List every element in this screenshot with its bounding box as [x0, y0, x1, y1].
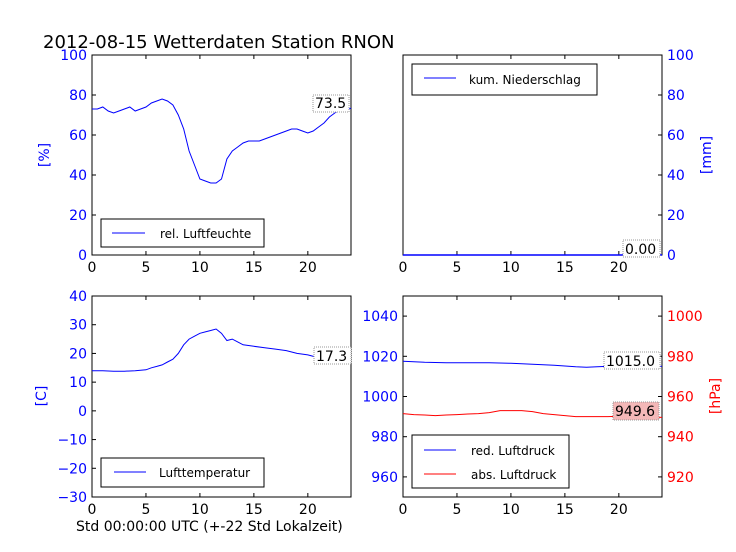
last-value-label: 73.5: [312, 94, 350, 113]
y-tick-label: 920: [667, 470, 694, 486]
x-tick-label: 10: [502, 260, 520, 276]
y-tick-label: 1000: [362, 390, 398, 406]
x-tick-label: 15: [556, 260, 574, 276]
legend-label: Lufttemperatur: [159, 466, 250, 480]
y-tick-label: 1020: [362, 349, 398, 365]
y-tick-label: 980: [667, 349, 694, 365]
panel-temperature: 0 5 10 15 20 −30 −20 −10 0 10 20 30 40 [C] 17.3 Luft…: [34, 289, 352, 535]
legend-label: kum. Niederschlag: [469, 73, 581, 87]
x-tick-label: 5: [452, 502, 461, 518]
svg-text:1015.0: 1015.0: [606, 354, 655, 370]
y-tick-label: 30: [69, 318, 87, 334]
last-value-label: 0.00: [622, 239, 661, 258]
legend-label: abs. Luftdruck: [471, 468, 556, 482]
x-tick-label: 0: [399, 502, 408, 518]
x-tick-label: 5: [452, 260, 461, 276]
last-value-label: 17.3: [313, 346, 352, 365]
x-tick-label: 15: [245, 260, 263, 276]
plot-frame: [91, 295, 352, 498]
x-axis-label: Std 00:00:00 UTC (+-22 Std Lokalzeit): [76, 519, 343, 535]
y-tick-label: 940: [667, 430, 694, 446]
y-tick-label: 980: [371, 430, 398, 446]
y-tick-label: 100: [667, 48, 694, 64]
x-tick-label: 10: [502, 502, 520, 518]
svg-text:17.3: 17.3: [316, 349, 347, 365]
x-tick-label: 15: [245, 502, 263, 518]
y-tick-label: 100: [60, 48, 87, 64]
y-tick-label: −10: [57, 433, 87, 449]
y-tick-label: 40: [69, 168, 87, 184]
y-tick-label: 960: [667, 390, 694, 406]
humidity-line: [92, 98, 352, 184]
y-tick-label: 0: [78, 404, 87, 420]
svg-text:949.6: 949.6: [615, 404, 655, 420]
svg-text:73.5: 73.5: [315, 96, 346, 112]
y-tick-label: −30: [57, 490, 87, 506]
legend: Lufttemperatur: [100, 457, 265, 488]
y-axis-label: [mm]: [699, 136, 715, 174]
last-value-label-reduced: 1015.0: [603, 351, 661, 370]
y-tick-label: 1040: [362, 309, 398, 325]
y-tick-label: 60: [69, 128, 87, 144]
panel-pressure: 0 5 10 15 20 960 980 1000 1020 1040 920 940 960 980 10…: [362, 295, 724, 518]
y-tick-label: 80: [667, 88, 685, 104]
y-tick-label: 1000: [667, 309, 703, 325]
plot-frame: [91, 54, 352, 256]
y-tick-label: 0: [667, 248, 676, 264]
y-tick-label: 60: [667, 128, 685, 144]
temperature-line: [92, 328, 352, 372]
legend: rel. Luftfeuchte: [100, 218, 265, 248]
x-tick-label: 0: [399, 260, 408, 276]
legend-label: red. Luftdruck: [471, 444, 555, 458]
x-tick-label: 5: [141, 502, 150, 518]
y-tick-label: 40: [69, 289, 87, 305]
y-tick-label: 20: [69, 346, 87, 362]
x-tick-label: 0: [88, 502, 97, 518]
x-tick-label: 5: [141, 260, 150, 276]
y-tick-label: 20: [667, 208, 685, 224]
panel-precipitation: 0 5 10 15 20 0 20 40 60 80 100 [mm] 0.00 kum. Nied…: [399, 48, 715, 276]
x-tick-label: 15: [556, 502, 574, 518]
x-tick-label: 10: [191, 502, 209, 518]
y-axis-label: [C]: [34, 386, 50, 407]
last-value-label-absolute: 949.6: [612, 401, 660, 421]
x-tick-label: 10: [191, 260, 209, 276]
legend-label: rel. Luftfeuchte: [160, 227, 251, 241]
legend: red. Luftdruck abs. Luftdruck: [411, 434, 570, 489]
y-tick-label: −20: [57, 461, 87, 477]
figure-title: 2012-08-15 Wetterdaten Station RNON: [43, 32, 394, 53]
x-tick-label: 20: [299, 502, 317, 518]
y-tick-label: 10: [69, 375, 87, 391]
x-tick-label: 20: [299, 260, 317, 276]
panel-humidity: 0 5 10 15 20 0 20 40 60 80 100 [%] 73.5 rel. Luftf…: [37, 48, 352, 276]
legend: kum. Niederschlag: [411, 63, 598, 96]
svg-text:0.00: 0.00: [625, 242, 656, 258]
x-tick-label: 20: [610, 502, 628, 518]
y-tick-label: 80: [69, 88, 87, 104]
y-tick-label: 0: [78, 248, 87, 264]
y-tick-label: 960: [371, 470, 398, 486]
y-tick-label: 40: [667, 168, 685, 184]
y-axis-label: [hPa]: [708, 378, 724, 414]
x-tick-label: 20: [610, 260, 628, 276]
x-tick-label: 0: [88, 260, 97, 276]
y-axis-label: [%]: [37, 143, 53, 167]
y-tick-label: 20: [69, 208, 87, 224]
